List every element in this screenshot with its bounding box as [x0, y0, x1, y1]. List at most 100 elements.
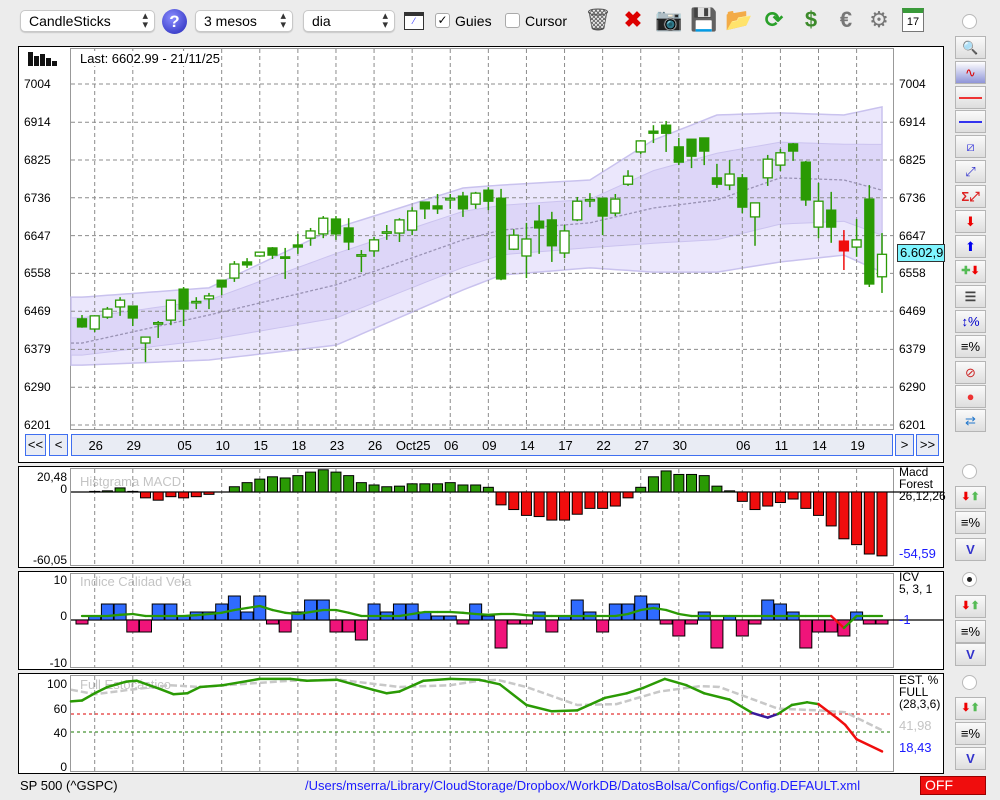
- macd-panel-radio[interactable]: [962, 464, 977, 479]
- date-tick-label: 06: [736, 438, 751, 453]
- help-icon[interactable]: ?: [162, 9, 187, 34]
- stochastic-tick-label: 0: [60, 760, 67, 774]
- price-tick-right: 6201: [899, 418, 926, 432]
- red-line-button[interactable]: [955, 86, 986, 109]
- date-axis-scrollbar[interactable]: 26 29 05 10 15 18 23 26 Oct25 06 09 14 17 22 27 30 06 11 1…: [71, 434, 893, 456]
- no-entry-button[interactable]: ⊘: [955, 361, 986, 384]
- chart-window-icon[interactable]: ⁄: [404, 12, 424, 30]
- trash-icon[interactable]: 🗑: [584, 7, 612, 32]
- icv-plot-area[interactable]: [70, 573, 894, 668]
- date-tick-label: 11: [774, 438, 789, 453]
- camera-icon[interactable]: 📷: [655, 7, 683, 32]
- levels-button[interactable]: ☰: [955, 285, 986, 308]
- range-percent-button[interactable]: ↕%: [955, 310, 986, 333]
- overlay-chart-button[interactable]: ∿: [955, 61, 986, 84]
- off-toggle[interactable]: OFF: [920, 776, 986, 795]
- gear-icon[interactable]: ⚙: [869, 7, 889, 32]
- stochastic-plot-area[interactable]: [70, 675, 894, 772]
- guides-checkbox[interactable]: ✓: [435, 13, 450, 28]
- euro-icon[interactable]: €: [839, 7, 853, 32]
- macd-bottom-label: -60,05: [32, 553, 67, 567]
- date-tick-label: 30: [672, 438, 688, 453]
- add-signal-button[interactable]: ✚⬇: [955, 260, 986, 283]
- macd-params: 26,12,26: [899, 489, 946, 503]
- price-tick-right: 6558: [899, 266, 926, 281]
- channel-icon: ⧄: [966, 139, 975, 154]
- sigma-button[interactable]: Σ⤢: [955, 185, 986, 208]
- calendar-icon[interactable]: 17: [902, 8, 924, 32]
- interval-select[interactable]: dia ▴ ▾: [303, 10, 395, 32]
- icv-signals-button[interactable]: ⬇⬆: [955, 595, 986, 618]
- macd-signals-button[interactable]: ⬇⬆: [955, 486, 986, 509]
- date-tick-label: 27: [634, 438, 649, 453]
- price-plot-area[interactable]: [70, 48, 894, 430]
- blue-line-button[interactable]: [955, 110, 986, 133]
- icv-legend: ICV 5, 3, 1: [899, 571, 932, 595]
- price-tick-right: 6736: [899, 190, 926, 205]
- trendline-button[interactable]: ⤢: [955, 160, 986, 183]
- macd-cross-button[interactable]: V: [955, 538, 986, 561]
- icv-panel-radio[interactable]: [962, 572, 977, 587]
- save-icon[interactable]: 💾: [690, 7, 718, 32]
- macd-plot-area[interactable]: [70, 468, 894, 566]
- first-button[interactable]: <<: [25, 434, 46, 456]
- down-arrow-button[interactable]: ⬇: [955, 210, 986, 233]
- chevron-updown-icon: ▴ ▾: [142, 10, 148, 31]
- plus-down-icon: ✚⬇: [961, 265, 980, 277]
- date-tick-label: 06: [444, 438, 459, 453]
- macd-legend: Macd Forest 26,12,26: [899, 466, 946, 502]
- price-tick-left: 6736: [24, 190, 51, 205]
- icv-name: ICV: [899, 570, 920, 584]
- price-tick-right: 7004: [899, 77, 926, 91]
- chart-type-value: CandleSticks: [29, 13, 111, 29]
- cursor-checkbox[interactable]: [505, 13, 520, 28]
- date-tick-label: Oct25: [395, 438, 431, 453]
- up-arrow-button[interactable]: ⬆: [955, 235, 986, 258]
- interval-value: dia: [312, 13, 331, 29]
- price-tick-right: 6647: [899, 228, 926, 243]
- lines-percent-button[interactable]: ≡%: [955, 335, 986, 358]
- icv-zero-label: 0: [60, 609, 67, 623]
- lines-percent-icon: ≡%: [960, 624, 981, 639]
- stochastic-tick-label: 100: [46, 677, 67, 691]
- macd-levels-button[interactable]: ≡%: [955, 511, 986, 534]
- crossing-lines-icon: V: [966, 542, 975, 557]
- delete-icon[interactable]: ✖: [623, 7, 643, 32]
- date-tick-label: 15: [253, 438, 268, 453]
- macd-top-label: 20,48: [36, 470, 67, 484]
- date-tick-label: 19: [850, 438, 865, 453]
- date-tick-label: 17: [558, 438, 573, 453]
- record-button[interactable]: ●: [955, 385, 986, 408]
- icv-levels-button[interactable]: ≡%: [955, 620, 986, 643]
- stochastic-signals-button[interactable]: ⬇⬆: [955, 697, 986, 720]
- macd-watermark: Histgrama MACD: [80, 474, 182, 489]
- chart-type-select[interactable]: CandleSticks ▴ ▾: [20, 10, 155, 32]
- main-panel-radio[interactable]: [962, 14, 977, 29]
- last-button[interactable]: >>: [916, 434, 939, 456]
- stochastic-levels-button[interactable]: ≡%: [955, 722, 986, 745]
- price-tick-left: 7004: [24, 77, 51, 91]
- prev-button[interactable]: <: [49, 434, 68, 456]
- price-tick-right: 6290: [899, 380, 926, 395]
- folder-icon[interactable]: 📂: [725, 7, 753, 32]
- down-up-arrows-icon: ⬇⬆: [961, 702, 980, 714]
- config-path-link[interactable]: /Users/mserra/Library/CloudStorage/Dropb…: [305, 778, 861, 793]
- icv-bottom-label: -10: [49, 656, 67, 670]
- price-tick-right: 6914: [899, 115, 926, 130]
- dollar-icon[interactable]: $: [804, 7, 818, 32]
- period-select[interactable]: 3 mesos ▴ ▾: [195, 10, 293, 32]
- channel-button[interactable]: ⧄: [955, 135, 986, 158]
- bar-chart-icon[interactable]: [28, 51, 58, 66]
- refresh-icon[interactable]: ⟳: [764, 7, 784, 32]
- price-tick-left: 6290: [24, 380, 51, 395]
- current-price-badge: 6.602,9: [897, 244, 945, 262]
- down-up-arrows-icon: ⬇⬆: [961, 600, 980, 612]
- price-tick-left: 6379: [24, 342, 51, 357]
- swap-button[interactable]: ⇄: [955, 409, 986, 432]
- stochastic-cross-button[interactable]: V: [955, 747, 986, 770]
- zoom-tool-button[interactable]: 🔍: [955, 36, 986, 59]
- stochastic-panel-radio[interactable]: [962, 675, 977, 690]
- icv-cross-button[interactable]: V: [955, 643, 986, 666]
- symbol-label: SP 500 (^GSPC): [20, 778, 118, 793]
- next-button[interactable]: >: [895, 434, 914, 456]
